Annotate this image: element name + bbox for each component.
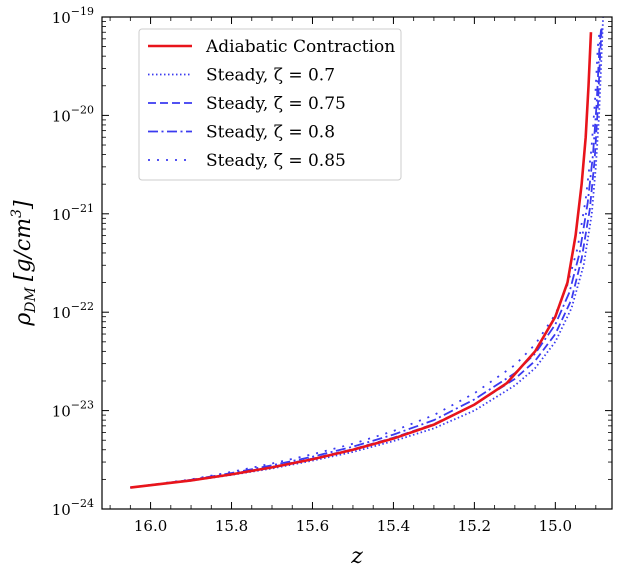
y-tick-label: 10−20 — [52, 103, 94, 125]
legend-label: Steady, ζ = 0.85 — [206, 151, 346, 171]
x-tick-label: 15.4 — [377, 517, 410, 535]
plot-area — [101, 16, 613, 510]
x-tick-label: 15.2 — [458, 517, 491, 535]
x-tick-label: 16.0 — [134, 517, 167, 535]
x-tick-label: 15.0 — [539, 517, 572, 535]
plot-frame — [101, 16, 613, 510]
legend: Adiabatic Contraction Steady, ζ = 0.7 Stea… — [138, 28, 402, 181]
legend-label: Steady, ζ = 0.75 — [206, 94, 346, 114]
x-tick-label: 15.8 — [215, 517, 248, 535]
legend-label: Adiabatic Contraction — [205, 37, 395, 57]
series-line-2 — [130, 26, 603, 489]
y-label-close: ] — [11, 200, 36, 210]
legend-box — [138, 28, 402, 181]
y-label-unit: [g/cm — [11, 218, 36, 281]
series-line-0 — [130, 32, 593, 489]
y-tick-label: 10−19 — [52, 5, 94, 27]
x-axis: 16.0 15.8 15.6 15.4 15.2 15.0 — [109, 17, 597, 535]
y-tick-label: 10−23 — [52, 399, 94, 421]
y-axis-label: ρDM [g/cm3] — [9, 200, 39, 327]
y-label-symbol: ρ — [11, 313, 36, 327]
legend-label: Steady, ζ = 0.8 — [206, 123, 335, 143]
series-lines — [130, 17, 604, 489]
y-label-subscript: DM — [23, 286, 39, 313]
y-tick-label: 10−22 — [52, 300, 94, 322]
x-tick-label: 15.6 — [296, 517, 329, 535]
y-axis: 10−24 10−23 10−22 10−21 10−20 10−19 — [52, 5, 612, 519]
x-axis-label: z — [350, 544, 363, 567]
y-tick-label: 10−21 — [52, 202, 94, 224]
y-label-exponent: 3 — [9, 209, 25, 218]
y-tick-label: 10−24 — [52, 497, 94, 519]
legend-label: Steady, ζ = 0.7 — [206, 66, 335, 86]
